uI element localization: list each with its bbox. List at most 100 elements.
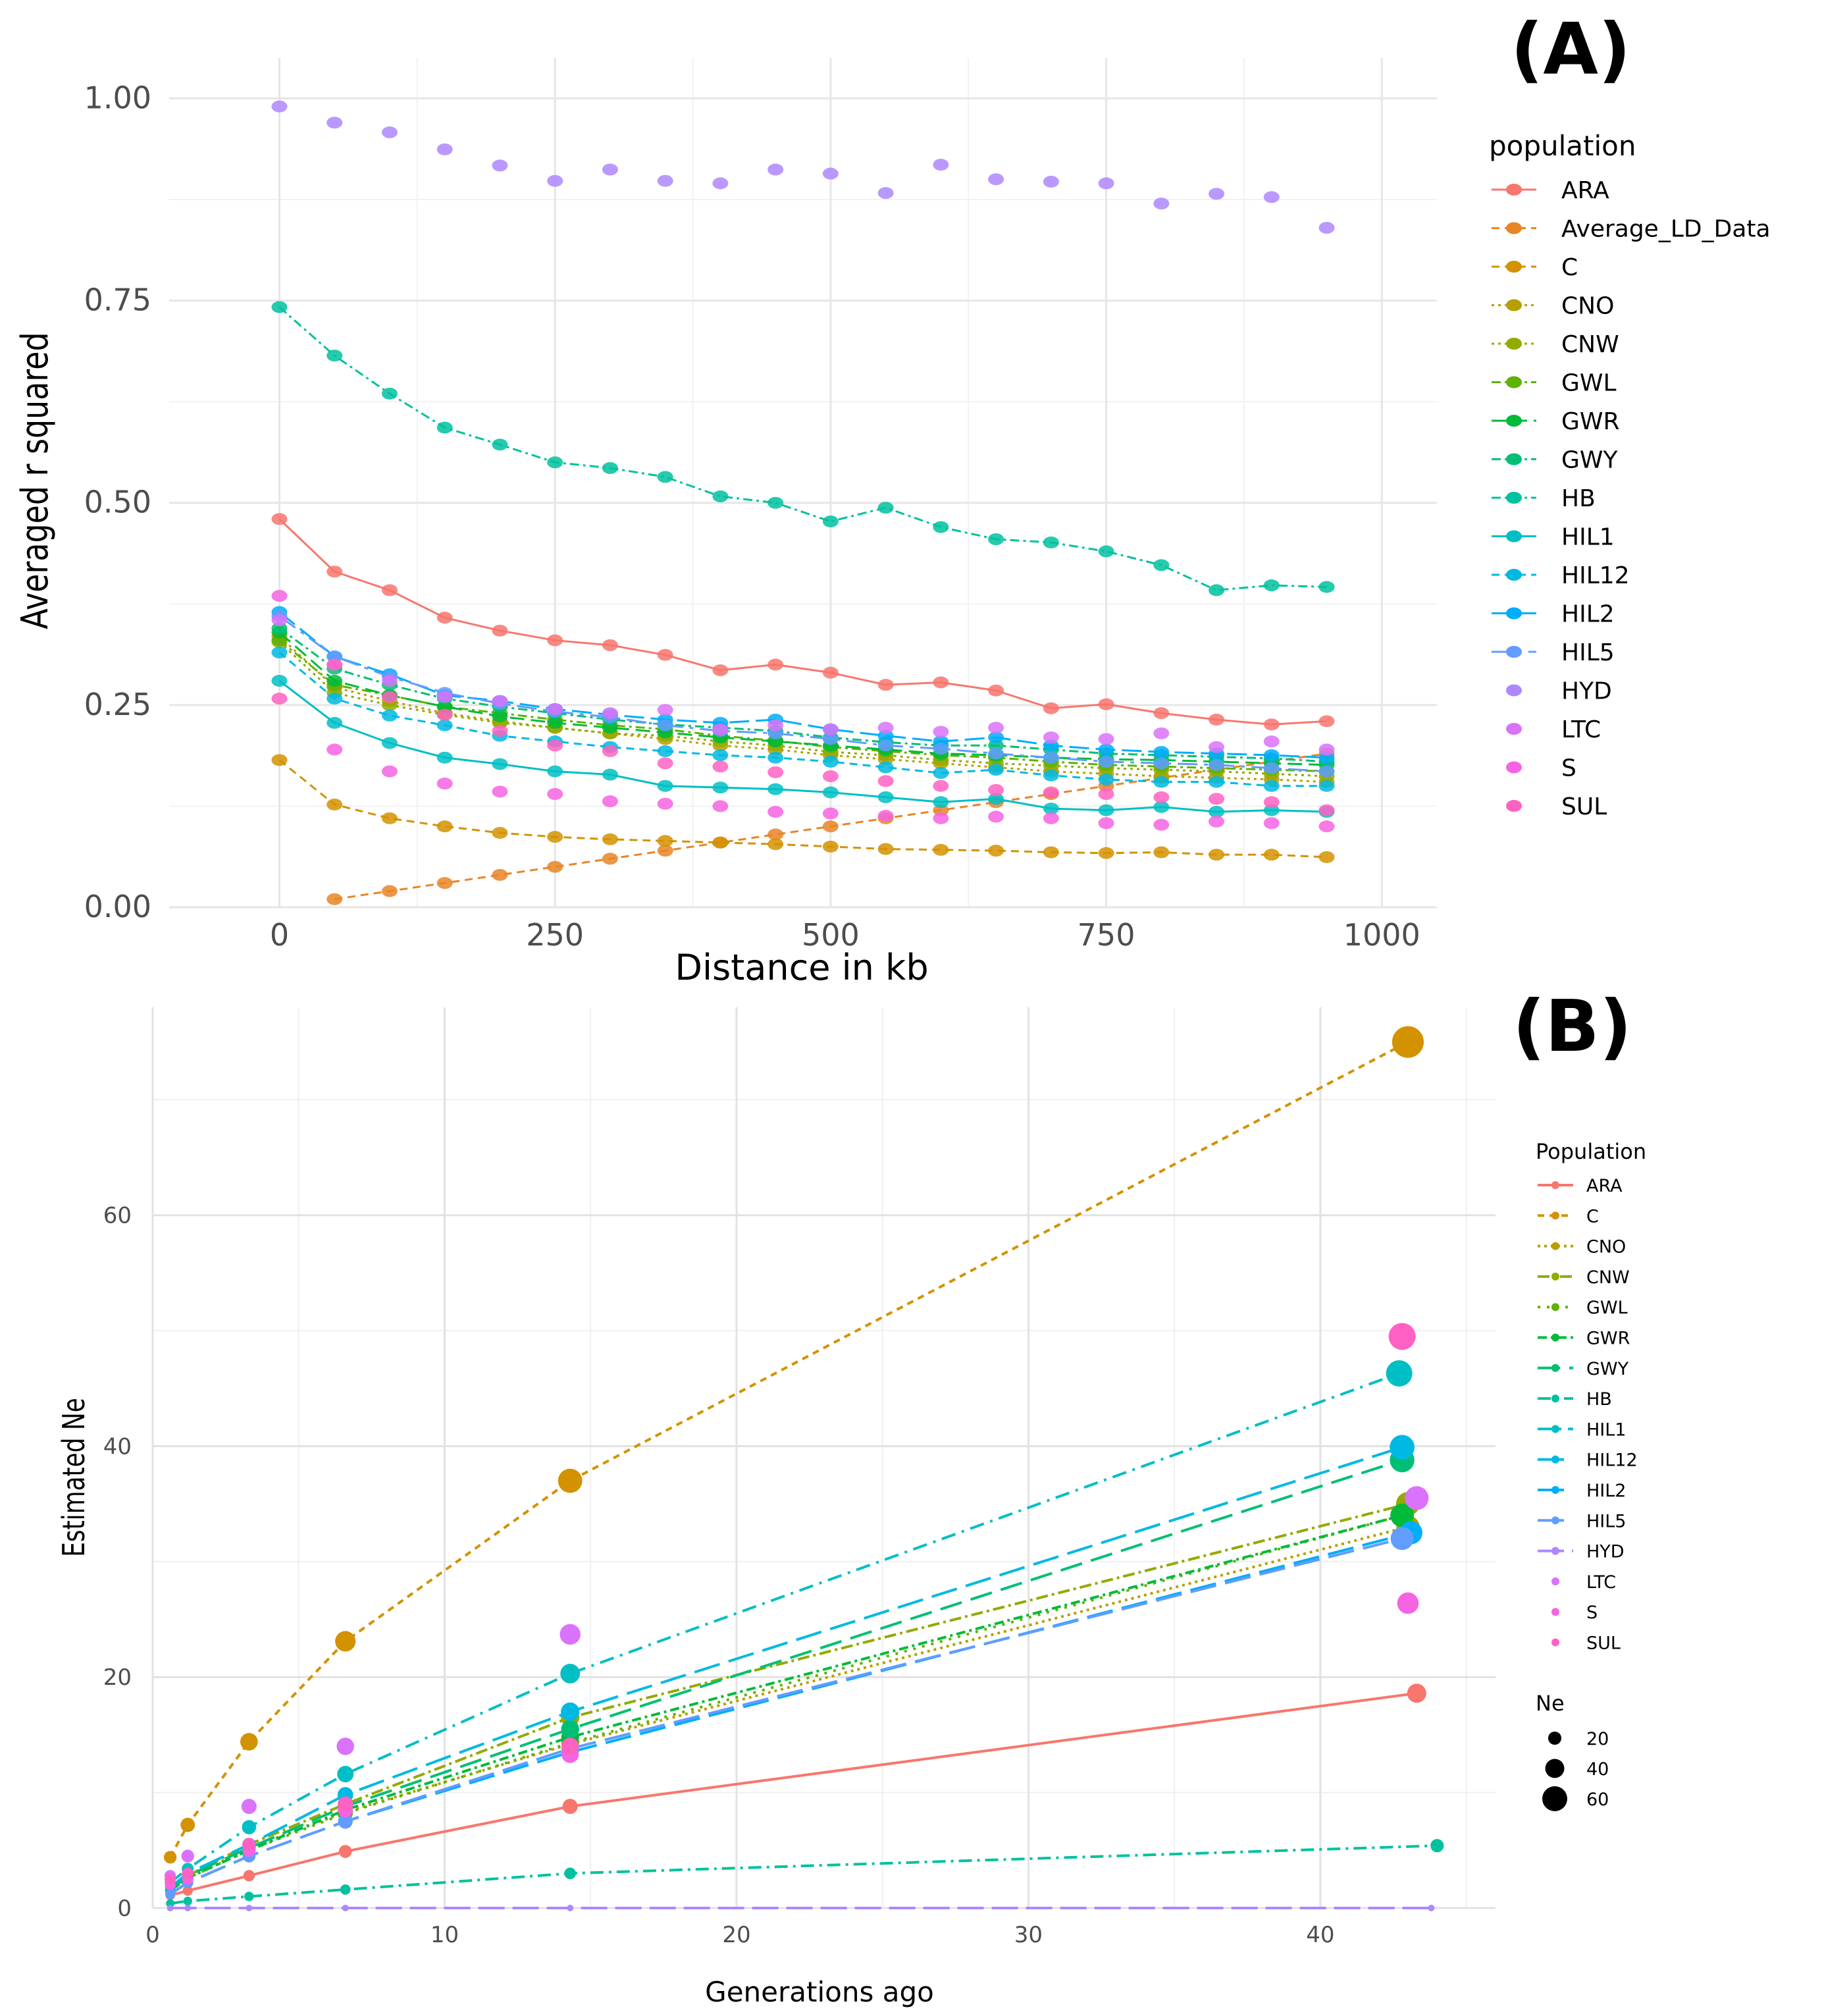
legend-item-ltc: LTC [1506,716,1601,743]
data-point-hil5 [1209,758,1225,771]
legend-label: C [1586,1206,1599,1227]
panel-a: 0 250 500 750 1000 0.00 0.25 0.50 0.75 1.00 Dist… [14,9,1771,988]
data-point-ltc [336,1737,354,1755]
data-point-gwr [326,675,343,687]
panel-b-size-legend: 20 40 60 [1542,1729,1609,1811]
data-point-sul [933,780,949,792]
data-point-hyd [657,174,673,187]
data-point-hil1 [547,765,563,778]
data-point-c [657,835,673,847]
size-legend-key [1542,1786,1567,1811]
legend-label: ARA [1586,1176,1623,1196]
data-point-c [877,843,894,855]
data-point-average-ld-data [602,853,618,865]
legend-key-point [1506,761,1522,774]
data-point-hb [933,521,949,533]
data-point-s [547,788,563,800]
data-point-c [547,831,563,843]
data-point-ltc [1263,735,1280,748]
data-point-hyd [492,159,508,172]
data-point-ltc [1209,741,1225,753]
data-point-c [988,845,1004,857]
data-point-hyd [381,126,398,139]
data-point-hil12 [822,755,839,768]
data-point-ltc [1318,743,1335,756]
legend-key-point [1551,1638,1559,1647]
data-point-hyd [271,100,288,113]
data-point-ara [768,658,784,671]
size-legend-key [1548,1732,1561,1745]
panel-a-label: (A) [1511,9,1630,91]
data-point-s [326,743,343,756]
legend-item-hil5: HIL5 [1538,1511,1627,1531]
data-point-ltc [768,719,784,731]
legend-key-point [1551,1333,1559,1342]
data-point-hyd [1318,222,1335,234]
data-point-average-ld-data [326,893,343,905]
data-point-c [602,833,618,845]
data-point-s [712,800,729,812]
data-point-hb [768,496,784,509]
data-point-sul [271,693,288,705]
data-point-hil12 [1390,1435,1415,1460]
data-point-c [1098,847,1114,859]
panel-b-y-ticks: 0 20 40 60 [103,1203,132,1922]
panel-a-legend: ARA Average_LD_Data C CNO CNW GWL GWR GWY HB HIL1… [1492,177,1771,820]
series-sul [271,658,1335,816]
x-tick-label: 250 [526,917,584,953]
data-point-hb [1318,581,1335,593]
legend-key-point [1506,646,1522,658]
data-point-s [988,810,1004,823]
legend-item-hil12: HIL12 [1492,562,1630,589]
legend-item-ltc: LTC [1551,1572,1616,1593]
legend-label: CNO [1561,293,1614,320]
data-point-hb [244,1892,254,1901]
legend-label: S [1561,755,1576,782]
size-legend-item: 60 [1542,1786,1609,1811]
data-point-hil12 [1263,780,1280,792]
data-point-ara [1043,702,1059,714]
data-point-s [602,795,618,808]
panel-b-label: (B) [1513,986,1632,1068]
panel-b-legend: ARA C CNO CNW GWL GWR GWY HB HIL1 HIL12 HIL2 HIL5 HY… [1538,1176,1638,1654]
data-point-hil5 [1318,765,1335,778]
legend-key-point [1551,1242,1559,1250]
data-point-hb [1430,1839,1444,1853]
data-point-ltc [1098,733,1114,745]
legend-label: GWY [1561,447,1618,474]
data-point-sul [988,783,1004,796]
data-point-ara [1098,698,1114,710]
data-point-hil1 [988,793,1004,805]
data-point-hyd [326,117,343,129]
legend-key-point [1506,299,1522,311]
data-point-sul [602,745,618,757]
data-point-c [271,754,288,766]
data-point-s [768,806,784,818]
data-point-sul [822,770,839,782]
data-point-ltc [712,723,729,735]
data-point-hyd [1043,175,1059,188]
data-point-hyd [1428,1905,1435,1911]
data-point-hil1 [436,751,453,764]
legend-label: HB [1561,485,1596,512]
legend-label: CNW [1561,331,1619,358]
data-point-average-ld-data [768,828,784,841]
data-point-hil5 [1153,757,1170,770]
panel-a-series [271,100,1335,905]
data-point-s [1098,817,1114,830]
data-point-ltc [657,704,673,716]
legend-key-point [1551,1272,1559,1281]
data-point-ltc [271,614,288,626]
panel-b: 0 10 20 30 40 0 20 40 60 Generations ago Estima… [57,986,1646,2008]
data-point-hyd [768,163,784,176]
legend-item-gwl: GWL [1492,370,1617,397]
legend-item-hil1: HIL1 [1538,1419,1627,1440]
data-point-hil1 [1209,806,1225,818]
series-line-ara [278,518,1327,726]
series-line-c [278,759,1327,859]
series-s [271,590,1335,833]
legend-label: GWL [1586,1298,1628,1318]
data-point-c [326,798,343,810]
data-point-ltc [933,726,949,738]
